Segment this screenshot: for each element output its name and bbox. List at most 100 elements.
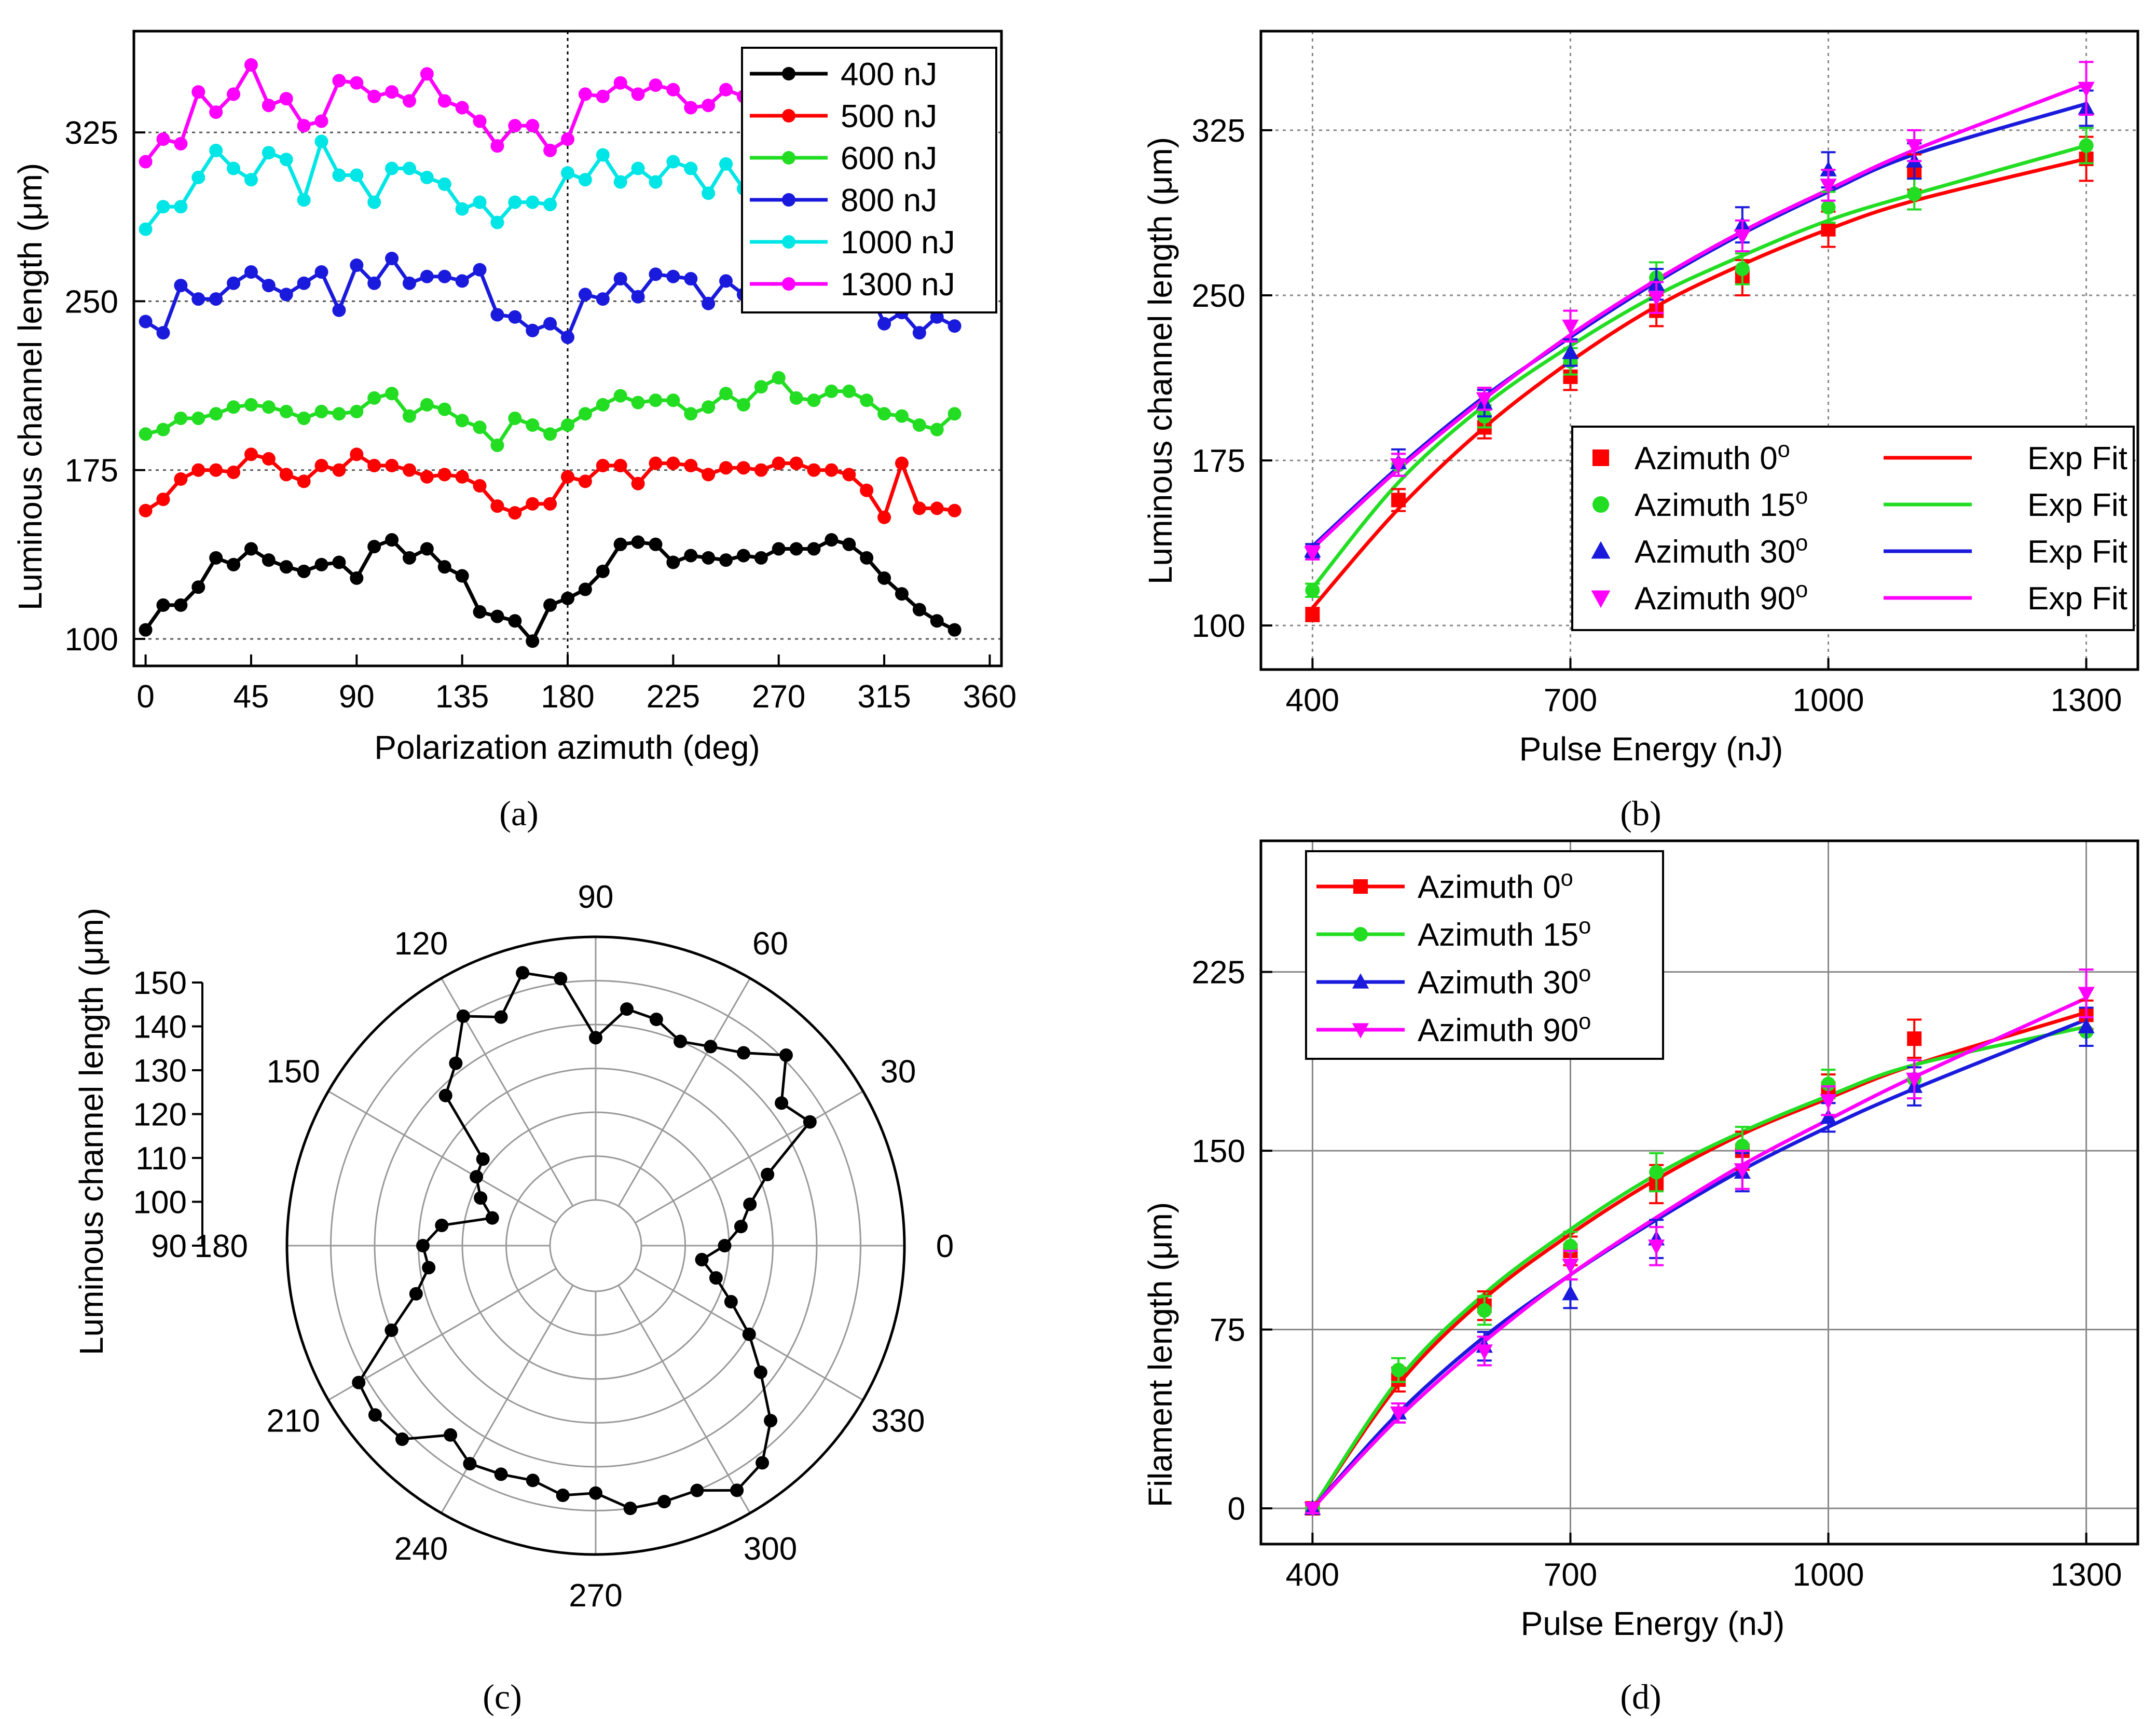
data-point (352, 1375, 366, 1389)
data-point (596, 564, 610, 578)
legend-label: Azimuth 15o (1418, 913, 1591, 953)
chart-b-xlabel: Pulse Energy (nJ) (1519, 730, 1783, 768)
data-point (543, 427, 557, 441)
data-point (684, 459, 698, 473)
legend-label: 1000 nJ (841, 225, 955, 261)
polar-spoke (441, 1285, 574, 1514)
data-point (402, 409, 416, 423)
data-point (490, 139, 504, 153)
data-point (649, 175, 663, 189)
data-point (350, 404, 364, 418)
data-point (684, 407, 698, 421)
plot-frame (1259, 839, 2139, 1546)
data-point (877, 407, 891, 421)
data-point (631, 535, 645, 549)
data-point (332, 168, 346, 182)
data-point (494, 1467, 508, 1481)
data-point (613, 272, 627, 286)
data-point (437, 402, 451, 416)
legend-marker (1353, 927, 1368, 942)
data-point (262, 400, 276, 414)
data-point (437, 94, 451, 108)
data-point (719, 387, 733, 401)
data-point (508, 119, 522, 133)
data-point (350, 258, 364, 272)
radial-tick-label: 90 (151, 1229, 187, 1264)
x-tick-label: 360 (963, 679, 1017, 715)
data-point (262, 99, 276, 113)
data-point (1648, 1239, 1665, 1255)
radial-tick-label: 130 (133, 1053, 187, 1089)
data-point (719, 461, 733, 475)
polar-spoke (617, 977, 751, 1207)
data-point (526, 195, 540, 209)
data-point (578, 474, 592, 488)
data-point (409, 1287, 423, 1301)
data-point (912, 418, 926, 432)
data-point (596, 398, 610, 412)
data-point (702, 400, 716, 414)
data-point (561, 470, 574, 484)
legend-marker (1353, 879, 1368, 894)
data-point (1906, 139, 1923, 155)
data-point (666, 555, 680, 569)
data-point (262, 279, 276, 293)
data-point (578, 582, 592, 596)
data-point (455, 569, 469, 583)
data-point (649, 78, 663, 92)
data-point (554, 972, 568, 986)
data-point (244, 173, 258, 187)
data-point (227, 557, 241, 571)
x-tick-label: 1000 (1793, 683, 1864, 718)
data-point (297, 193, 311, 207)
data-point (508, 506, 522, 520)
chart-c-rlabel: Luminous channel length (μm) (73, 908, 110, 1355)
data-point (578, 87, 592, 101)
panel-label-c: (c) (483, 1677, 521, 1716)
data-point (402, 161, 416, 175)
chart-d-xlabel: Pulse Energy (nJ) (1521, 1605, 1785, 1642)
data-point (736, 398, 750, 412)
data-point (350, 168, 364, 182)
data-point (772, 371, 786, 385)
data-point (754, 463, 768, 477)
polar-spoke (617, 1285, 751, 1514)
y-tick-label: 100 (1192, 608, 1245, 644)
radial-tick-label: 110 (135, 1141, 187, 1177)
data-point (842, 384, 856, 398)
data-point (779, 1048, 793, 1062)
x-tick-label: 700 (1544, 1557, 1597, 1593)
data-point (526, 418, 540, 432)
data-point (825, 384, 839, 398)
chart-d: 0 75 150 225 400 700 1000 1300 Azimuth 0o Azimuth… (1142, 839, 2139, 1716)
data-point (877, 317, 891, 331)
x-tick-label: 270 (752, 679, 805, 715)
y-tick-label: 325 (1192, 113, 1245, 149)
legend-label: 1300 nJ (841, 267, 955, 303)
data-point (367, 540, 381, 554)
data-point (754, 551, 768, 565)
data-point (227, 87, 241, 101)
data-point (719, 274, 733, 288)
data-point (1305, 607, 1320, 622)
data-point (526, 1474, 540, 1488)
chart-a-plot-area: 100 175 250 325 0 45 90 135 180 225 270 315 360 400 n… (65, 30, 1017, 715)
y-tick-label: 100 (65, 622, 118, 658)
data-point (385, 459, 399, 473)
data-point (191, 580, 205, 594)
data-point (139, 222, 153, 236)
legend-fit-label: Exp Fit (2027, 487, 2127, 523)
angle-label: 0 (936, 1229, 954, 1264)
data-point (191, 85, 205, 99)
polar-spoke (635, 1090, 864, 1224)
legend-label: Azimuth 90o (1635, 577, 1808, 617)
data-point (1477, 1303, 1492, 1318)
data-point (456, 1009, 470, 1023)
data-point (209, 463, 223, 477)
legend-label: Azimuth 30o (1418, 961, 1591, 1001)
data-point (649, 1013, 663, 1027)
data-point (139, 623, 153, 637)
legend-label: Azimuth 15o (1635, 484, 1808, 523)
data-point (191, 292, 205, 306)
data-point (674, 1034, 688, 1048)
